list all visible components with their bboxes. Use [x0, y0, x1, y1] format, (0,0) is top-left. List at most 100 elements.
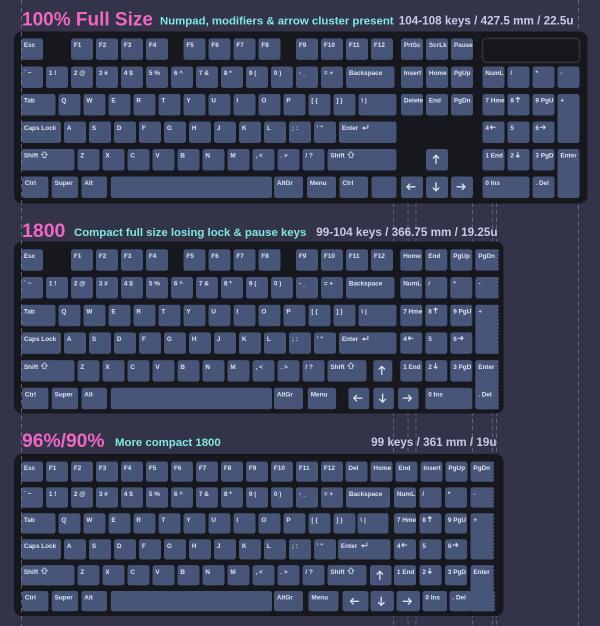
svg-text:R: R: [136, 98, 141, 105]
svg-text:L: L: [267, 543, 271, 550]
svg-text:3 PgD: 3 PgD: [453, 364, 471, 371]
svg-text:Compact full size losing lock: Compact full size losing lock & pause ke…: [74, 227, 306, 239]
svg-text:0 ): 0 ): [274, 491, 281, 498]
svg-text:Y: Y: [186, 98, 191, 105]
svg-text:Shift: Shift: [24, 569, 39, 576]
svg-text:H: H: [192, 336, 197, 343]
svg-text:X: X: [105, 569, 110, 576]
svg-text:F5: F5: [149, 465, 157, 472]
svg-text:U: U: [211, 308, 216, 315]
svg-text:8: 8: [510, 98, 514, 105]
svg-text:Backspace: Backspace: [349, 491, 383, 498]
svg-text:F1: F1: [49, 465, 57, 472]
svg-text:5: 5: [422, 543, 426, 550]
svg-text:9 PgU: 9 PgU: [448, 517, 466, 524]
svg-text:. Del: . Del: [535, 180, 549, 187]
svg-text:G: G: [167, 543, 172, 550]
svg-text:V: V: [155, 153, 160, 160]
svg-text:D: D: [117, 336, 122, 343]
svg-text:PgDn: PgDn: [478, 253, 495, 260]
svg-text:C: C: [130, 364, 135, 371]
svg-text:5 %: 5 %: [149, 281, 160, 288]
svg-text:S: S: [92, 543, 97, 550]
svg-text:2 @: 2 @: [74, 281, 86, 288]
svg-text:I: I: [236, 98, 238, 105]
svg-text:5: 5: [428, 336, 432, 343]
svg-text:4 $: 4 $: [124, 281, 133, 288]
svg-text:, <: , <: [255, 364, 263, 371]
svg-text:- _: - _: [299, 281, 307, 288]
svg-text:Backspace: Backspace: [349, 281, 383, 288]
svg-text:B: B: [180, 153, 185, 160]
svg-text:Alt: Alt: [84, 392, 93, 399]
svg-text:F3: F3: [99, 465, 107, 472]
svg-text:N: N: [205, 364, 210, 371]
svg-text:8: 8: [428, 308, 432, 315]
svg-text:. >: . >: [280, 364, 288, 371]
svg-text:6: 6: [453, 336, 457, 343]
svg-text:4: 4: [397, 543, 401, 550]
svg-text:D: D: [117, 125, 122, 132]
svg-text:NumL: NumL: [403, 281, 421, 288]
svg-text:B: B: [180, 569, 185, 576]
svg-text:7 Hme: 7 Hme: [485, 98, 505, 105]
svg-text:Ctrl: Ctrl: [25, 595, 36, 602]
svg-text:Menu: Menu: [310, 180, 327, 187]
svg-text:PgUp: PgUp: [454, 70, 471, 77]
svg-text:Insert: Insert: [423, 465, 441, 472]
svg-text:Z: Z: [80, 364, 84, 371]
svg-text:4 $: 4 $: [124, 70, 133, 77]
svg-text:+: +: [560, 98, 564, 105]
svg-text:Z: Z: [80, 569, 84, 576]
svg-text:J: J: [217, 543, 221, 550]
svg-text:/ ?: / ?: [305, 153, 313, 160]
svg-text:Insert: Insert: [404, 70, 422, 77]
svg-text:NumL: NumL: [397, 491, 415, 498]
svg-text:99 keys / 361 mm / 19u: 99 keys / 361 mm / 19u: [371, 436, 496, 449]
svg-text:1800: 1800: [22, 220, 66, 242]
svg-text:; :: ; :: [292, 125, 298, 132]
svg-text:= +: = +: [324, 281, 334, 288]
svg-text:F12: F12: [324, 465, 335, 472]
svg-text:N: N: [205, 569, 210, 576]
svg-text:N: N: [205, 153, 210, 160]
svg-text:/: /: [422, 491, 424, 498]
svg-text:/: /: [428, 281, 430, 288]
svg-text:F10: F10: [324, 253, 335, 260]
svg-text:-: -: [473, 491, 475, 498]
svg-text:E: E: [111, 308, 116, 315]
svg-text:2 @: 2 @: [74, 70, 86, 77]
svg-text:T: T: [161, 517, 165, 524]
svg-text:F2: F2: [99, 253, 107, 260]
svg-text:R: R: [136, 308, 141, 315]
svg-text:8 *: 8 *: [224, 281, 232, 288]
svg-text:[ {: [ {: [311, 517, 318, 524]
svg-text:R: R: [136, 517, 141, 524]
svg-text:V: V: [155, 569, 160, 576]
svg-text:5: 5: [510, 125, 514, 132]
svg-text:5 %: 5 %: [149, 70, 160, 77]
svg-text:Enter: Enter: [341, 543, 358, 550]
svg-text:F5: F5: [186, 253, 194, 260]
svg-text:1 End: 1 End: [403, 364, 420, 371]
svg-text:Menu: Menu: [311, 595, 328, 602]
svg-text:E: E: [111, 98, 116, 105]
svg-text:. >: . >: [280, 569, 288, 576]
svg-text:V: V: [155, 364, 160, 371]
svg-text:-: -: [560, 70, 562, 77]
svg-text:U: U: [211, 98, 216, 105]
svg-text:X: X: [105, 153, 110, 160]
svg-text:3 PgD: 3 PgD: [535, 153, 553, 160]
svg-text:F8: F8: [261, 42, 269, 49]
svg-text:Esc: Esc: [24, 253, 36, 260]
svg-text:F6: F6: [211, 42, 219, 49]
svg-text:\ |: \ |: [360, 517, 366, 524]
svg-text:F6: F6: [174, 465, 182, 472]
svg-text:] }: ] }: [336, 517, 343, 524]
svg-text:A: A: [67, 125, 72, 132]
svg-text:U: U: [211, 517, 216, 524]
svg-text:E: E: [111, 517, 116, 524]
svg-text:Shift: Shift: [330, 569, 345, 576]
svg-text:Numpad, modifiers & arrow clus: Numpad, modifiers & arrow cluster presen…: [160, 16, 394, 28]
svg-text:P: P: [286, 517, 291, 524]
